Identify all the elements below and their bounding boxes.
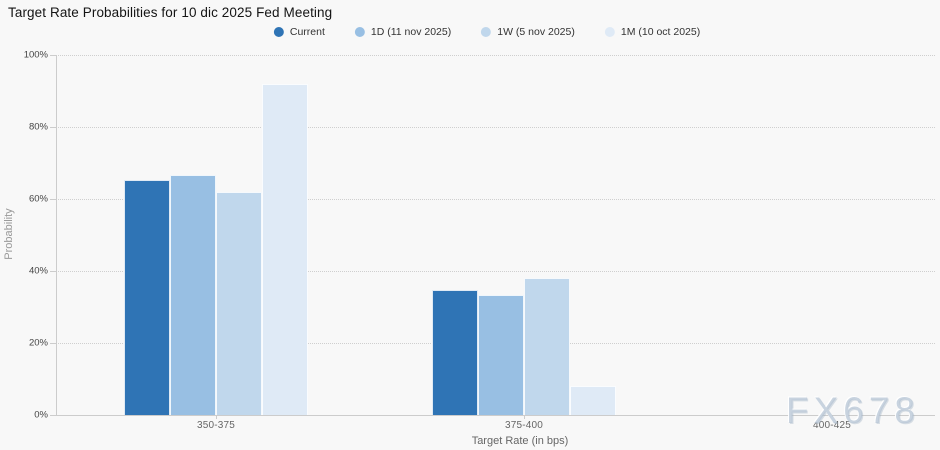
y-tick-mark <box>50 199 56 200</box>
y-axis-title: Probability <box>3 208 15 260</box>
legend-label: 1D (11 nov 2025) <box>370 26 452 38</box>
category-label: 375-400 <box>504 420 544 431</box>
legend-label: 1W (5 nov 2025) <box>497 26 575 38</box>
legend-label: Current <box>289 26 325 38</box>
y-tick-label: 80% <box>28 121 48 133</box>
y-tick-label: 20% <box>28 337 48 349</box>
category-label: 350-375 <box>196 420 236 431</box>
x-tick-mark <box>216 415 217 419</box>
legend-dot-icon <box>481 27 492 37</box>
y-gridline <box>56 271 935 272</box>
legend-item-1m[interactable]: 1M (10 oct 2025) <box>604 26 701 38</box>
y-tick-mark <box>50 415 56 416</box>
bar <box>262 84 308 415</box>
legend-label: 1M (10 oct 2025) <box>620 26 701 38</box>
x-tick-mark <box>524 415 525 419</box>
chart-title: Target Rate Probabilities for 10 dic 202… <box>8 5 333 20</box>
bar <box>432 290 478 415</box>
bar <box>524 278 570 415</box>
bar <box>170 175 216 415</box>
legend-item-1d[interactable]: 1D (11 nov 2025) <box>354 26 452 38</box>
y-axis-line <box>56 55 57 415</box>
y-tick-label: 60% <box>28 193 48 205</box>
x-tick-mark <box>832 415 833 419</box>
y-tick-label: 40% <box>28 265 48 277</box>
bar-group <box>432 55 616 415</box>
x-axis-title: Target Rate (in bps) <box>471 435 569 447</box>
y-tick-mark <box>50 271 56 272</box>
y-tick-mark <box>50 55 56 56</box>
y-gridline <box>56 55 935 56</box>
legend-dot-icon <box>604 27 615 37</box>
y-tick-label: 0% <box>34 409 48 421</box>
bar <box>570 386 616 415</box>
legend-item-1w[interactable]: 1W (5 nov 2025) <box>481 26 575 38</box>
x-axis-line <box>56 415 935 416</box>
legend: Current 1D (11 nov 2025) 1W (5 nov 2025) 1M… <box>273 26 701 38</box>
bar <box>216 192 262 415</box>
bar-group <box>124 55 308 415</box>
legend-dot-icon <box>273 27 284 37</box>
y-gridline <box>56 199 935 200</box>
legend-item-current[interactable]: Current <box>273 26 325 38</box>
y-tick-label: 100% <box>23 49 48 61</box>
y-gridline <box>56 127 935 128</box>
legend-dot-icon <box>354 27 365 37</box>
bar-group <box>740 55 924 415</box>
y-tick-mark <box>50 343 56 344</box>
bar <box>478 295 524 415</box>
y-tick-mark <box>50 127 56 128</box>
bar <box>124 180 170 415</box>
category-label: 400-425 <box>812 420 852 431</box>
